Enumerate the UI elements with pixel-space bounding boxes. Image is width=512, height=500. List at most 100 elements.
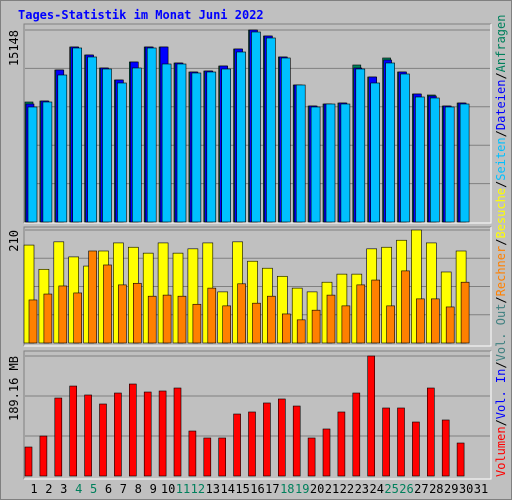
legend-separator: /: [494, 361, 508, 368]
x-tick-label: 31: [474, 482, 488, 496]
bar: [441, 419, 450, 477]
bar: [277, 398, 286, 477]
x-tick-label: 8: [135, 482, 142, 496]
x-tick-label: 28: [429, 482, 443, 496]
panel-border: [24, 351, 492, 480]
bar: [99, 403, 107, 477]
bar: [132, 67, 142, 223]
bar: [370, 82, 381, 223]
bar: [340, 103, 351, 223]
bar: [426, 387, 435, 477]
x-tick-label: 26: [399, 482, 413, 496]
legend-separator: /: [494, 130, 508, 137]
bar: [72, 47, 82, 223]
bar: [280, 57, 291, 223]
x-tick-label: 9: [150, 482, 157, 496]
x-tick-label: 21: [325, 482, 339, 496]
bar: [143, 391, 152, 477]
bar: [281, 313, 291, 344]
y-tick-label: 210: [7, 230, 21, 252]
panel-border: [24, 24, 492, 224]
bar: [42, 101, 53, 223]
legend-entry: Rechner: [494, 246, 508, 297]
x-tick-label: 1: [30, 482, 37, 496]
x-tick-label: 15: [235, 482, 249, 496]
x-tick-label: 19: [295, 482, 309, 496]
x-tick-label: 5: [90, 482, 97, 496]
bar: [430, 298, 440, 344]
bar: [382, 407, 390, 477]
bar: [341, 305, 351, 344]
bar: [54, 397, 63, 477]
bar: [263, 402, 271, 477]
bar: [69, 385, 77, 477]
legend-entry: Anfragen: [494, 15, 508, 73]
bar: [188, 430, 197, 477]
panel-border: [23, 23, 491, 223]
bar: [371, 279, 381, 344]
bar: [367, 355, 376, 477]
bar: [296, 319, 306, 344]
bar: [233, 413, 241, 477]
bar: [401, 270, 410, 344]
bar: [57, 74, 68, 223]
bar: [352, 392, 361, 477]
bar: [129, 383, 137, 477]
panel-border: [24, 227, 492, 347]
x-tick-label: 7: [120, 482, 127, 496]
panel-border: [23, 350, 491, 479]
x-tick-label: 10: [161, 482, 175, 496]
bar: [252, 302, 261, 344]
x-tick-label: 23: [355, 482, 369, 496]
bar: [133, 282, 142, 344]
x-tick-label: 27: [414, 482, 428, 496]
bar: [248, 411, 256, 477]
bar: [397, 407, 405, 477]
bar: [416, 298, 425, 344]
x-tick-label: 17: [265, 482, 279, 496]
bar: [386, 305, 395, 344]
bar: [221, 68, 231, 223]
bar: [207, 287, 217, 344]
legend-entry: Vol. Out: [494, 304, 508, 362]
bar: [158, 390, 167, 477]
bar: [173, 387, 182, 477]
bar: [84, 394, 92, 477]
legend: Volumen/Vol. In/Vol. Out/Rechner/Besuche…: [494, 15, 508, 477]
legend-separator: /: [494, 181, 508, 188]
bar: [27, 106, 38, 223]
y-tick-label: 189.16 MB: [7, 356, 21, 421]
bar: [39, 435, 48, 477]
bar: [307, 437, 316, 477]
bar: [203, 437, 212, 477]
bar: [412, 421, 420, 477]
bar: [206, 71, 217, 223]
x-tick-label: 25: [384, 482, 398, 496]
x-tick-label: 22: [340, 482, 354, 496]
bar: [103, 264, 112, 344]
chart-title: Tages-Statistik im Monat Juni 2022: [18, 8, 264, 22]
bar: [322, 428, 331, 477]
x-tick-label: 13: [206, 482, 220, 496]
legend-separator: /: [494, 72, 508, 79]
bar: [218, 437, 226, 477]
bar: [177, 295, 187, 344]
bar: [310, 106, 321, 223]
bar: [114, 392, 122, 477]
bar: [88, 250, 97, 344]
bar: [237, 283, 246, 344]
bar: [191, 72, 202, 223]
x-tick-label: 11: [176, 482, 190, 496]
bar: [43, 293, 53, 344]
bar: [429, 97, 440, 223]
bar: [102, 68, 112, 223]
bar: [251, 31, 261, 223]
bar: [222, 305, 231, 344]
bar: [24, 446, 33, 477]
bar: [456, 442, 465, 477]
x-tick-label: 12: [191, 482, 205, 496]
bar: [356, 284, 366, 344]
bar: [117, 82, 127, 223]
